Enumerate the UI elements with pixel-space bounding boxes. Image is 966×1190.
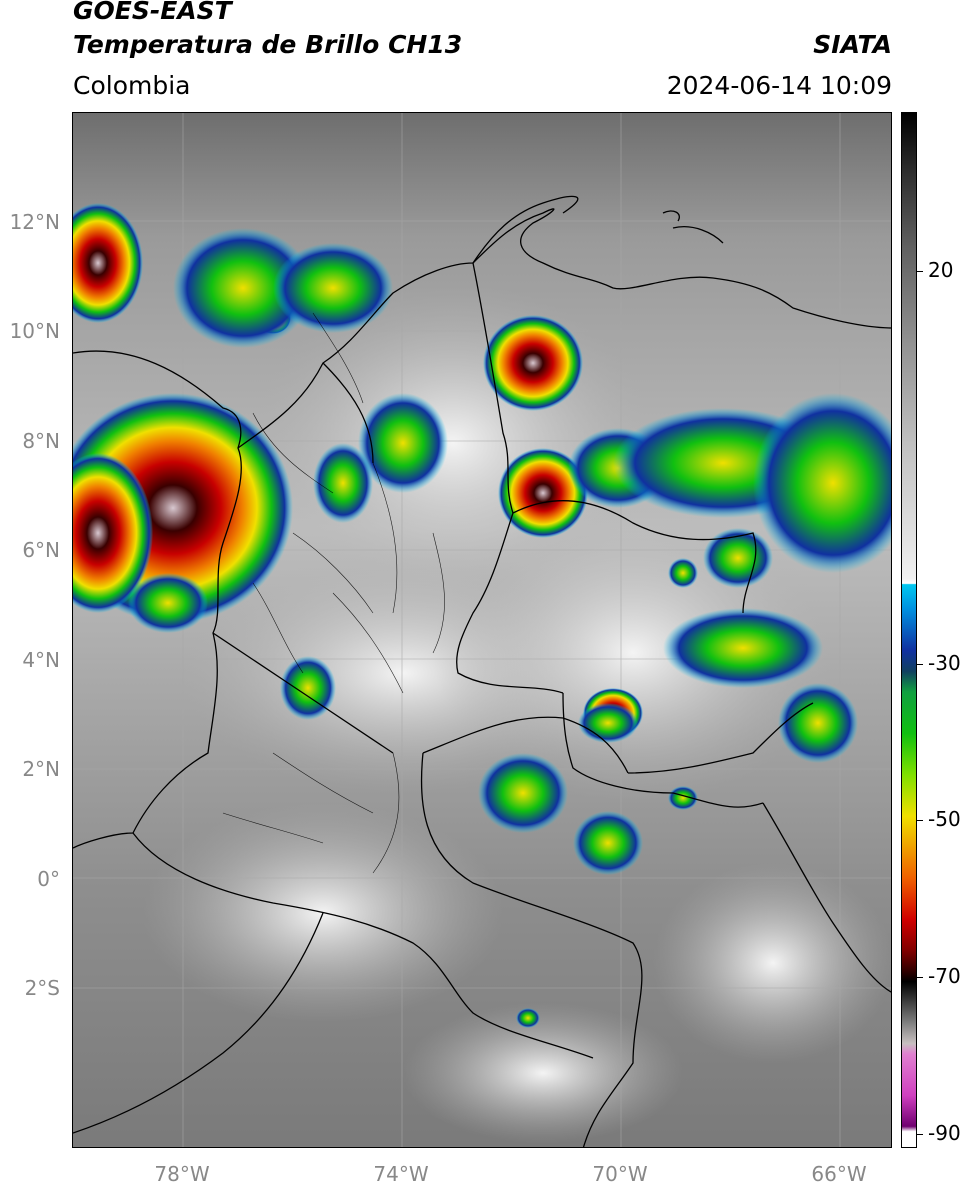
colorbar-label-minus30: -30 [928, 651, 961, 675]
colorbar-tick-minus90 [917, 1134, 923, 1135]
lon-label-66w: 66°W [811, 1162, 867, 1186]
agency-label: SIATA [813, 30, 892, 59]
colorbar-label-minus90: -90 [928, 1121, 961, 1145]
colorbar-tick-minus70 [917, 977, 923, 978]
lat-label-8n: 8°N [22, 429, 60, 453]
lon-label-78w: 78°W [154, 1162, 210, 1186]
colorbar-label-minus70: -70 [928, 964, 961, 988]
lat-label-10n: 10°N [9, 319, 60, 343]
lat-label-4n: 4°N [22, 648, 60, 672]
datetime-label: 2024-06-14 10:09 [666, 71, 892, 100]
colorbar-label-minus50: -50 [928, 807, 961, 831]
colorbar-tick-minus30 [917, 664, 923, 665]
colorbar [901, 112, 917, 1148]
lat-label-2s: 2°S [24, 976, 60, 1000]
lon-label-74w: 74°W [373, 1162, 429, 1186]
lat-label-12n: 12°N [9, 210, 60, 234]
region-label: Colombia [73, 71, 191, 100]
satellite-map [72, 112, 892, 1148]
colorbar-tick-minus50 [917, 820, 923, 821]
colorbar-label-20: 20 [928, 258, 954, 282]
lon-label-70w: 70°W [592, 1162, 648, 1186]
product-title: Temperatura de Brillo CH13 [73, 30, 463, 59]
lat-label-2n: 2°N [22, 757, 60, 781]
lat-label-6n: 6°N [22, 538, 60, 562]
lat-label-0: 0° [37, 867, 60, 891]
colorbar-tick-20 [917, 271, 923, 272]
satellite-title: GOES-EAST [73, 0, 232, 25]
